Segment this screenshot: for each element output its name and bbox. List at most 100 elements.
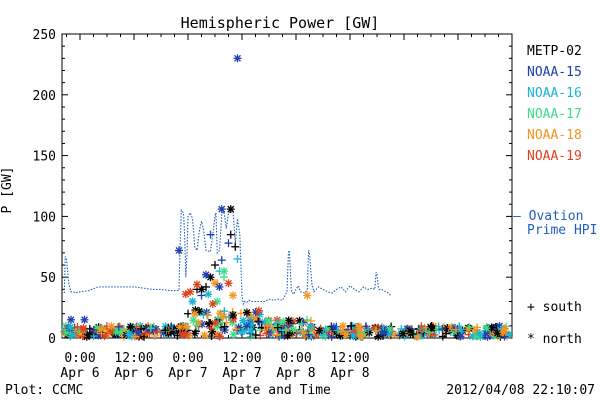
star-d2 bbox=[83, 333, 91, 341]
y-tick-label: 50 bbox=[40, 271, 56, 286]
star-d2 bbox=[484, 333, 491, 341]
x-tick-label-time: 12:00 bbox=[114, 351, 153, 366]
star-d2 bbox=[355, 322, 363, 330]
noise-point bbox=[182, 322, 191, 331]
south-point bbox=[465, 323, 474, 332]
star-d2 bbox=[337, 327, 345, 335]
legend-entry: METP-02 bbox=[527, 44, 582, 59]
south-point bbox=[78, 332, 87, 341]
star-d2 bbox=[134, 328, 142, 336]
south-point bbox=[224, 239, 233, 248]
star-d2 bbox=[198, 320, 206, 328]
y-tick-label: 0 bbox=[48, 332, 56, 347]
star-d2 bbox=[107, 327, 115, 335]
star-d2 bbox=[201, 331, 209, 339]
star-d2 bbox=[176, 323, 184, 331]
noise-point bbox=[426, 322, 435, 331]
south-point bbox=[260, 326, 269, 335]
x-tick-label-time: 0:00 bbox=[172, 351, 203, 366]
y-axis-label: P [GW] bbox=[0, 167, 15, 214]
star-d2 bbox=[380, 328, 388, 336]
star-d2 bbox=[209, 300, 217, 308]
star-d2 bbox=[81, 316, 88, 324]
noise-point bbox=[499, 328, 508, 337]
star-d2 bbox=[79, 325, 87, 333]
star-d2 bbox=[185, 332, 193, 339]
noise-point bbox=[97, 324, 106, 333]
x-tick-label-date: Apr 7 bbox=[168, 366, 207, 381]
noise-point bbox=[354, 322, 363, 331]
noise-point bbox=[451, 324, 460, 333]
noise-point bbox=[380, 328, 389, 337]
north-point bbox=[217, 205, 226, 214]
star-d2 bbox=[101, 332, 109, 340]
noise-point bbox=[79, 325, 88, 334]
south-point bbox=[356, 331, 365, 340]
star-d2 bbox=[447, 323, 455, 331]
noise-point bbox=[189, 316, 198, 325]
noise-point bbox=[175, 323, 184, 332]
noise-point bbox=[405, 326, 414, 335]
x-tick-label-time: 0:00 bbox=[280, 351, 311, 366]
star-d2 bbox=[243, 322, 251, 330]
south-point bbox=[442, 329, 451, 338]
star-d2 bbox=[204, 290, 212, 298]
south-point bbox=[364, 325, 373, 334]
x-tick-label-date: Apr 7 bbox=[222, 366, 261, 381]
north-point bbox=[188, 297, 197, 306]
noise-point bbox=[194, 318, 203, 327]
north-point bbox=[193, 280, 201, 289]
star-d2 bbox=[234, 54, 241, 62]
star-d2 bbox=[247, 326, 255, 334]
star-d2 bbox=[342, 330, 350, 338]
star-d2 bbox=[216, 332, 224, 340]
star-d2 bbox=[239, 317, 247, 325]
south-point bbox=[73, 322, 82, 331]
south-point bbox=[251, 330, 260, 339]
x-tick-label-date: Apr 8 bbox=[330, 366, 369, 381]
south-point bbox=[192, 320, 201, 329]
star-d2 bbox=[315, 327, 323, 335]
star-d2 bbox=[488, 324, 495, 331]
star-d2 bbox=[349, 332, 357, 340]
south-point bbox=[205, 319, 214, 328]
noise-point bbox=[239, 316, 248, 325]
north-point bbox=[224, 279, 233, 288]
star-d2 bbox=[399, 330, 407, 338]
noise-point bbox=[200, 331, 209, 340]
ovation-series bbox=[63, 208, 391, 307]
star-d2 bbox=[198, 285, 205, 293]
south-point bbox=[304, 330, 313, 339]
ovation-legend-line2: Prime HPI bbox=[527, 223, 597, 238]
noise-point bbox=[283, 331, 292, 340]
south-point bbox=[222, 318, 231, 327]
south-point bbox=[89, 325, 98, 334]
star-d2 bbox=[97, 325, 105, 333]
noise-point bbox=[246, 326, 255, 335]
star-d2 bbox=[127, 323, 134, 331]
star-d2 bbox=[189, 298, 196, 305]
star-d2 bbox=[476, 329, 484, 337]
legend-entry: NOAA-18 bbox=[527, 128, 582, 143]
south-point bbox=[438, 325, 447, 334]
star-d2 bbox=[108, 322, 115, 330]
south-point bbox=[146, 324, 155, 333]
star-d2 bbox=[443, 324, 451, 332]
star-d2 bbox=[182, 322, 190, 330]
star-d2 bbox=[303, 291, 311, 299]
legend-entry: NOAA-15 bbox=[527, 65, 582, 80]
noise-point bbox=[456, 332, 465, 341]
noise-point bbox=[398, 329, 407, 338]
star-d2 bbox=[227, 205, 235, 213]
star-d2 bbox=[216, 283, 223, 291]
star-d2 bbox=[306, 322, 314, 330]
noise-point bbox=[475, 329, 484, 338]
south-point bbox=[327, 332, 336, 341]
x-tick-label-date: Apr 6 bbox=[60, 366, 99, 381]
south-point bbox=[206, 324, 215, 333]
noise-point bbox=[315, 326, 324, 335]
star-d2 bbox=[261, 318, 269, 326]
north-point bbox=[175, 246, 183, 255]
noise-point bbox=[229, 311, 238, 320]
south-point bbox=[220, 322, 229, 331]
